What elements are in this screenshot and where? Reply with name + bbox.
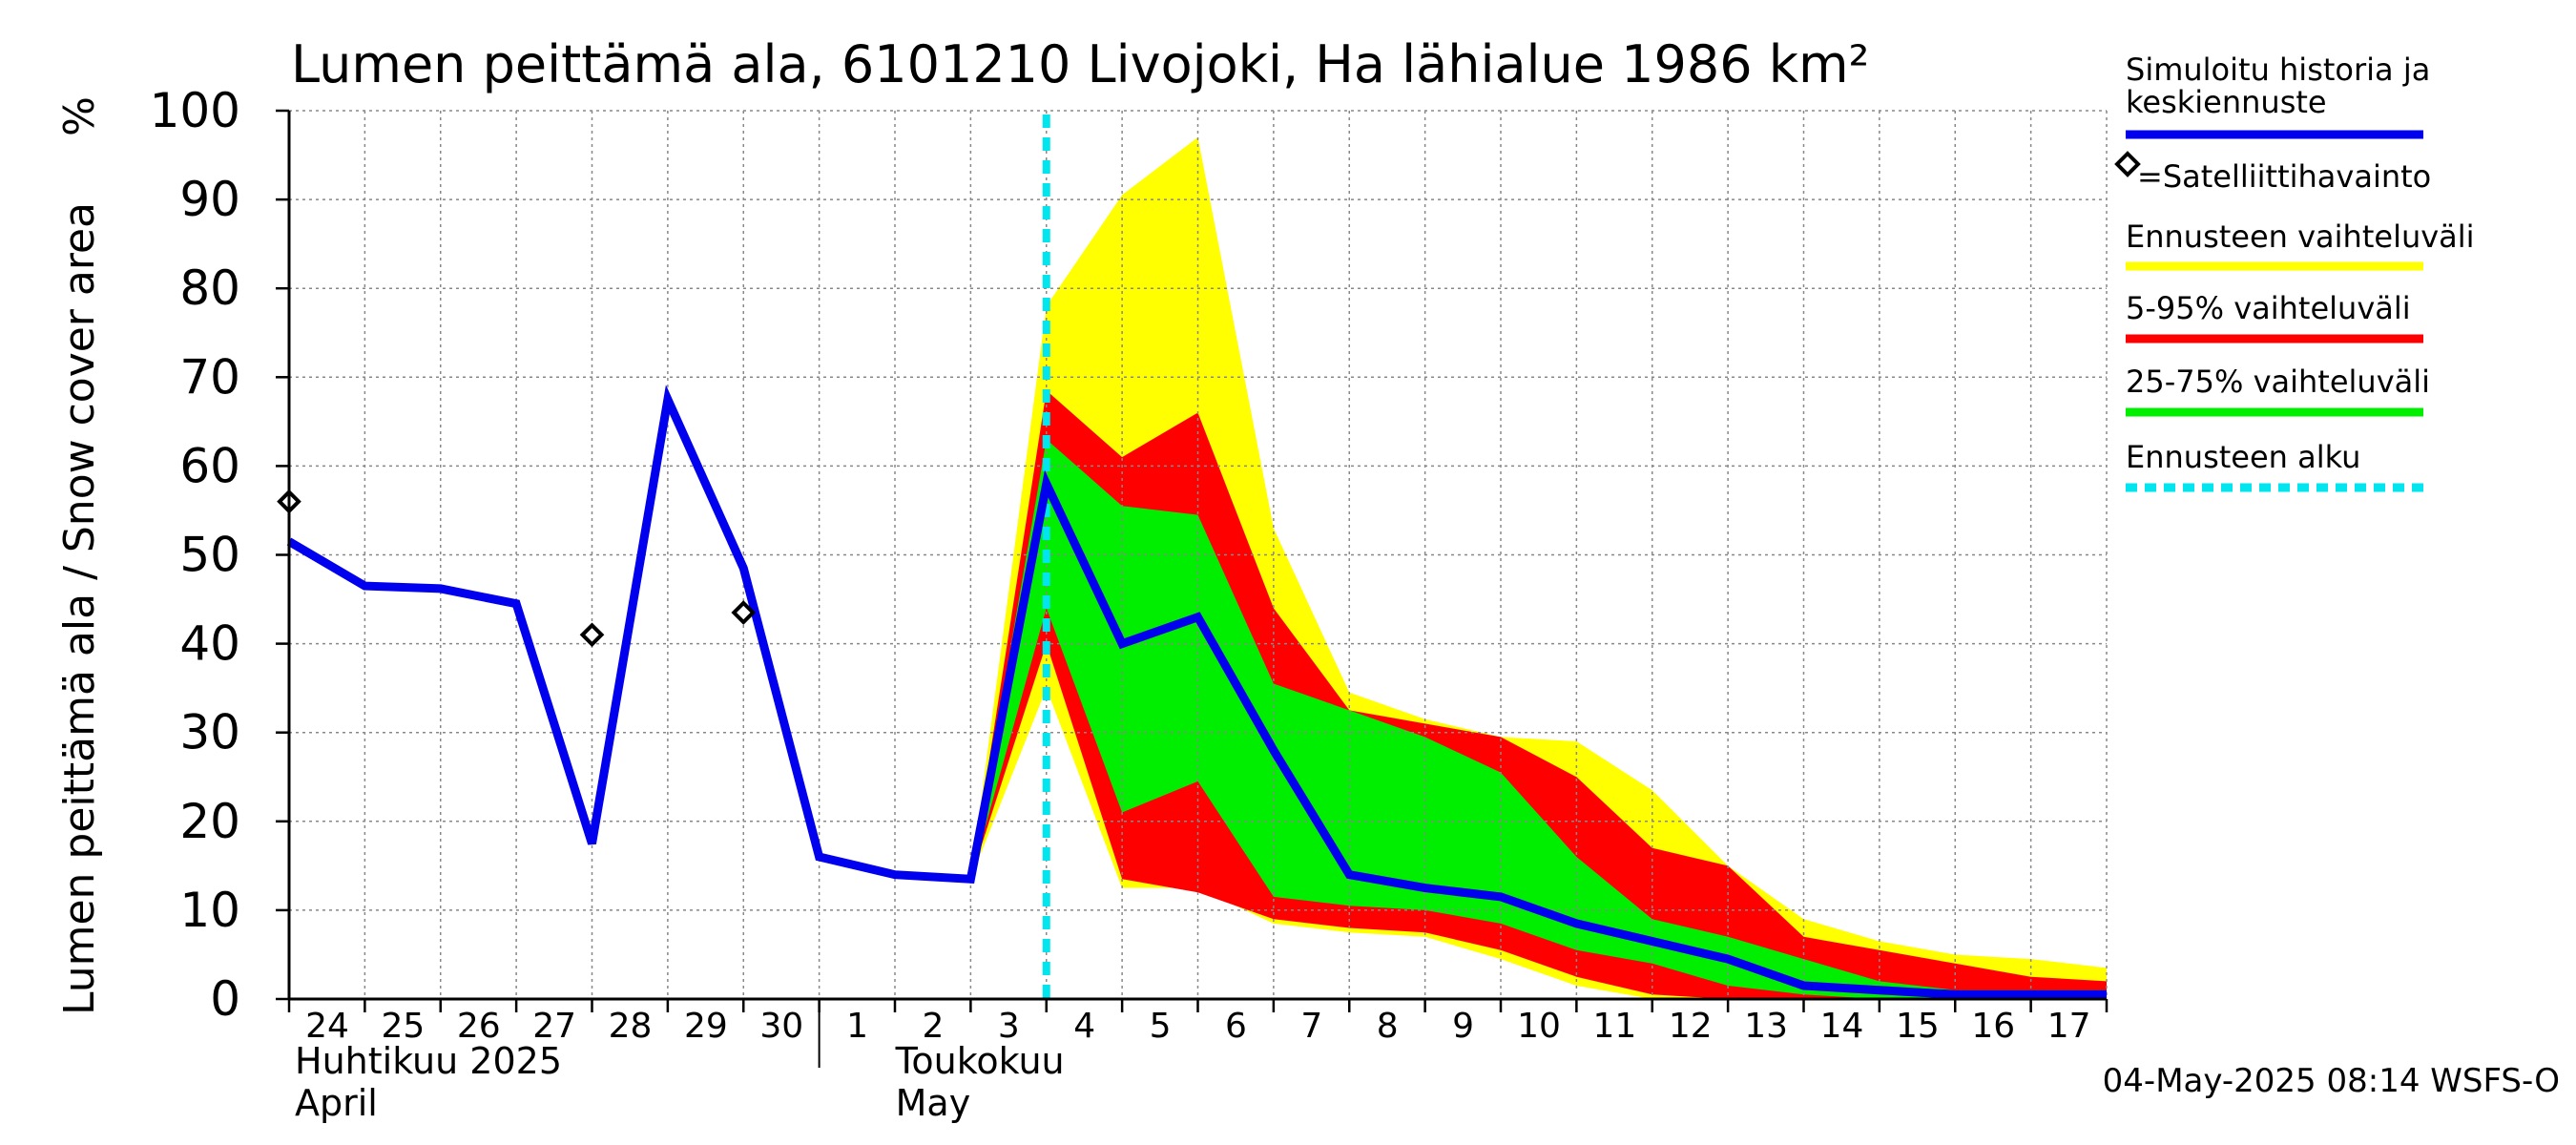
x-tick-label-10: 4 xyxy=(1073,1007,1095,1046)
x-tick-label-9: 3 xyxy=(998,1007,1020,1046)
y-axis-label: Lumen peittämä ala / Snow cover area xyxy=(55,202,104,1015)
grid-lines xyxy=(289,110,2108,999)
legend-swatch-1 xyxy=(2114,151,2141,177)
x-tick-label-20: 14 xyxy=(1820,1007,1864,1046)
satellite-point-1 xyxy=(579,622,605,648)
x-tick-label-12: 6 xyxy=(1225,1007,1247,1046)
x-tick-label-0: 24 xyxy=(305,1007,349,1046)
x-tick-label-8: 2 xyxy=(923,1007,945,1046)
satellite-point-2 xyxy=(731,600,757,625)
band-2 xyxy=(970,439,2107,999)
x-tick-label-4: 28 xyxy=(609,1007,653,1046)
x-tick-label-22: 16 xyxy=(1971,1007,2015,1046)
x-tick-label-13: 7 xyxy=(1300,1007,1322,1046)
y-tick-label-3: 30 xyxy=(179,705,240,760)
x-tick-label-3: 27 xyxy=(532,1007,576,1046)
y-tick-label-10: 100 xyxy=(150,83,240,138)
y-tick-label-5: 50 xyxy=(179,528,240,583)
month-label-en-1: May xyxy=(896,1082,971,1124)
x-tick-label-6: 30 xyxy=(759,1007,803,1046)
x-tick-label-21: 15 xyxy=(1896,1007,1940,1046)
x-tick-label-16: 10 xyxy=(1517,1007,1561,1046)
y-tick-label-4: 40 xyxy=(179,616,240,672)
legend-label-0b: keskiennuste xyxy=(2126,84,2327,120)
x-tick-label-15: 9 xyxy=(1452,1007,1474,1046)
legend-label-1: =Satelliittihavainto xyxy=(2137,158,2431,195)
x-tick-label-1: 25 xyxy=(381,1007,425,1046)
legend-label-0a: Simuloitu historia ja xyxy=(2126,52,2430,88)
legend-label-4: 25-75% vaihteluväli xyxy=(2126,364,2430,400)
forecast-bands xyxy=(970,136,2107,999)
y-tick-label-1: 10 xyxy=(179,883,240,938)
x-tick-label-23: 17 xyxy=(2047,1007,2091,1046)
month-label-fi-0: Huhtikuu 2025 xyxy=(295,1040,562,1082)
footer-timestamp: 04-May-2025 08:14 WSFS-O xyxy=(2103,1062,2560,1100)
x-tick-label-17: 11 xyxy=(1592,1007,1636,1046)
y-tick-label-9: 90 xyxy=(179,172,240,227)
series-line-median xyxy=(286,385,2107,999)
y-tick-label-2: 20 xyxy=(179,794,240,849)
x-tick-label-7: 1 xyxy=(846,1007,868,1046)
y-tick-label-8: 80 xyxy=(179,260,240,316)
legend-label-5: Ennusteen alku xyxy=(2126,439,2360,475)
x-tick-label-14: 8 xyxy=(1377,1007,1399,1046)
chart-title: Lumen peittämä ala, 6101210 Livojoki, Ha… xyxy=(291,34,1869,94)
month-label-en-0: April xyxy=(295,1082,378,1124)
x-tick-label-5: 29 xyxy=(684,1007,728,1046)
x-tick-label-11: 5 xyxy=(1150,1007,1172,1046)
y-tick-label-6: 60 xyxy=(179,438,240,493)
y-axis-unit: % xyxy=(55,96,104,136)
month-label-fi-1: Toukokuu xyxy=(895,1040,1065,1082)
x-tick-label-18: 12 xyxy=(1669,1007,1713,1046)
legend-label-2: Ennusteen vaihteluväli xyxy=(2126,219,2475,255)
x-tick-label-2: 26 xyxy=(457,1007,501,1046)
legend-label-3: 5-95% vaihteluväli xyxy=(2126,290,2411,326)
y-tick-label-0: 0 xyxy=(210,971,240,1027)
y-tick-label-7: 70 xyxy=(179,349,240,405)
x-tick-label-19: 13 xyxy=(1744,1007,1788,1046)
